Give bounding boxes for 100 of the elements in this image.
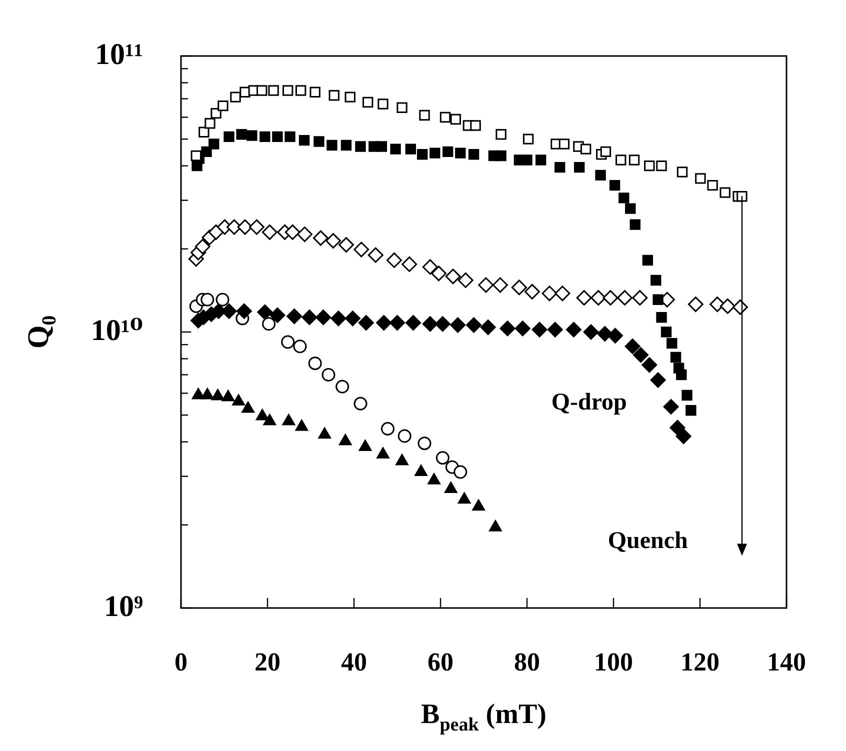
point: [496, 129, 506, 140]
point: [354, 242, 370, 258]
point: [650, 372, 666, 388]
x-tick-label: 80: [514, 647, 540, 676]
point: [358, 440, 372, 452]
point: [547, 322, 563, 338]
y-tick-label: 10¹⁰: [90, 314, 143, 347]
point: [554, 286, 570, 302]
y-tick-label: 10⁹: [104, 590, 143, 623]
point: [492, 277, 508, 293]
point: [414, 464, 428, 476]
point: [282, 414, 296, 426]
point: [326, 140, 338, 151]
x-tick-label: 20: [254, 647, 280, 676]
point: [597, 326, 613, 342]
point: [522, 154, 532, 166]
point: [583, 324, 599, 340]
point: [232, 394, 245, 406]
point: [230, 92, 241, 102]
point: [262, 317, 276, 331]
x-tick-label: 40: [341, 647, 367, 676]
point: [440, 112, 451, 123]
point: [416, 149, 428, 160]
point: [390, 315, 405, 331]
point: [419, 110, 430, 121]
x-tick-label: 0: [174, 647, 188, 676]
point: [514, 320, 530, 336]
point: [201, 146, 212, 158]
point: [402, 256, 418, 272]
point: [338, 434, 352, 446]
point: [602, 290, 618, 306]
point: [478, 277, 494, 293]
point: [434, 316, 450, 332]
point: [695, 173, 706, 184]
point: [670, 420, 686, 436]
point: [431, 266, 447, 282]
point: [445, 268, 461, 284]
point: [607, 328, 623, 344]
point: [652, 294, 664, 305]
point: [542, 286, 558, 302]
point: [376, 315, 392, 331]
point: [428, 473, 440, 484]
point: [262, 224, 278, 240]
point: [500, 320, 516, 336]
point: [558, 138, 570, 150]
point: [532, 322, 548, 338]
x-tick-label: 140: [767, 647, 806, 676]
point: [642, 254, 654, 266]
point: [576, 290, 592, 306]
point: [418, 436, 432, 450]
point: [318, 427, 331, 439]
point: [600, 146, 612, 158]
point: [666, 338, 678, 349]
point: [458, 492, 471, 504]
point: [676, 428, 692, 444]
point: [310, 86, 320, 98]
point: [663, 399, 679, 414]
point: [398, 429, 412, 443]
point: [707, 180, 718, 191]
point: [496, 150, 506, 162]
point: [354, 396, 368, 410]
point: [390, 144, 401, 154]
point: [468, 149, 480, 160]
point: [590, 290, 606, 306]
point: [686, 405, 696, 416]
point: [298, 134, 310, 146]
point: [380, 422, 394, 436]
point: [535, 154, 546, 166]
point: [256, 85, 268, 96]
point: [676, 166, 688, 178]
point: [378, 98, 388, 110]
point: [330, 310, 346, 326]
point: [736, 191, 748, 202]
point: [284, 131, 296, 142]
point: [642, 357, 658, 373]
point: [628, 154, 640, 166]
point: [632, 290, 648, 306]
point: [198, 126, 210, 138]
point: [422, 259, 438, 275]
point: [216, 292, 230, 306]
point: [368, 247, 384, 263]
point: [236, 303, 252, 319]
point: [574, 162, 585, 173]
point: [308, 356, 322, 370]
point: [406, 315, 422, 331]
point: [455, 148, 466, 158]
point: [296, 226, 312, 242]
point: [618, 192, 630, 204]
point: [720, 298, 736, 314]
point: [224, 131, 234, 142]
point: [376, 141, 388, 152]
point: [242, 402, 254, 413]
point: [732, 299, 748, 315]
point: [336, 380, 350, 394]
point: [710, 296, 726, 312]
point: [405, 144, 416, 154]
point: [295, 420, 308, 431]
y-tick-label: 10¹¹: [95, 38, 143, 71]
point: [522, 134, 534, 144]
x-tick-label: 100: [594, 647, 633, 676]
